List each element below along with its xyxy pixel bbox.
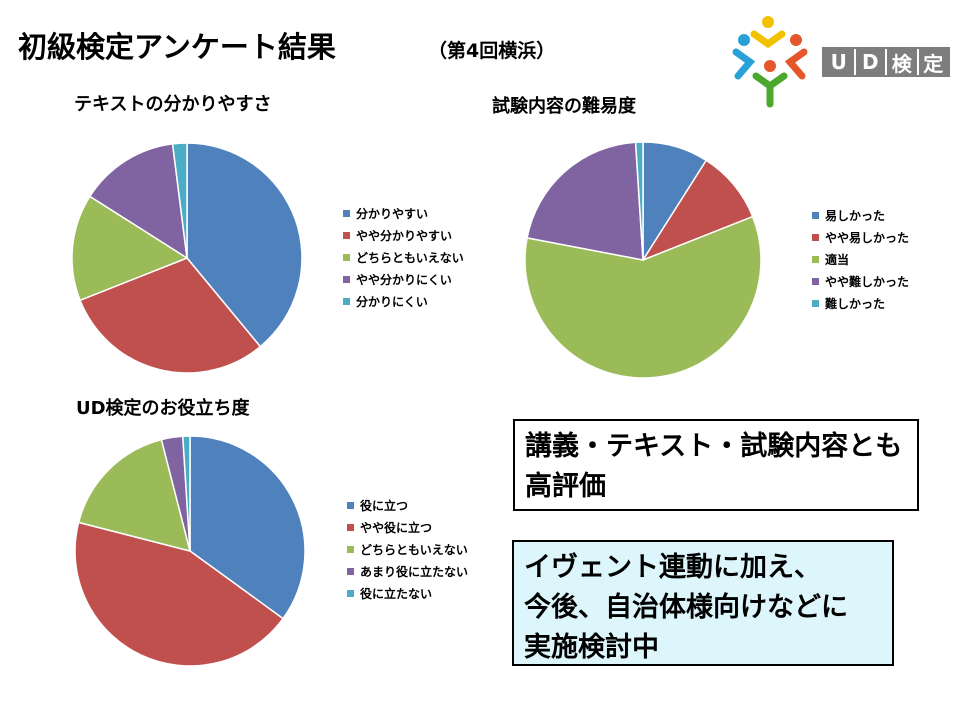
legend-swatch [347, 567, 354, 575]
logo-letter: 定 [923, 51, 944, 76]
logo-letter: U [824, 49, 856, 75]
pie-slice-2 [74, 521, 285, 667]
legend-swatch [343, 231, 350, 239]
plan-line: 今後、自治体様向けなどに [524, 592, 848, 623]
legend-swatch [343, 297, 350, 305]
legend-swatch [812, 211, 819, 219]
page-subtitle: （第4回横浜） [428, 40, 556, 62]
legend-swatch [347, 501, 354, 509]
legend-item: 役に立つ [347, 494, 468, 516]
pie-slice-1 [189, 435, 306, 620]
legend-label: 分かりにくい [356, 294, 428, 309]
legend-label: 易しかった [825, 208, 886, 223]
summary-line: 高評価 [525, 471, 606, 502]
legend-label: やや易しかった [825, 230, 910, 245]
legend-text-clarity: 分かりやすいやや分かりやすい どちらともいえない やや分かりにくい 分かりにくい [343, 202, 464, 312]
pie-slice-4 [526, 141, 644, 261]
legend-label: どちらともいえない [360, 542, 468, 557]
legend-item: 分かりやすい [343, 202, 464, 224]
legend-item: どちらともいえない [347, 538, 468, 560]
legend-swatch [347, 545, 354, 553]
legend-swatch [343, 253, 350, 261]
pie-slice-3 [71, 195, 189, 302]
legend-item: やや易しかった [812, 226, 909, 248]
legend-item: あまり役に立たない [347, 560, 468, 582]
legend-item: 適当 [812, 248, 909, 270]
legend-label: あまり役に立たない [360, 564, 469, 579]
logo-letter: D [856, 49, 887, 75]
legend-swatch [347, 589, 354, 597]
logo-letter: 検 [887, 49, 919, 76]
legend-item: やや難しかった [812, 270, 909, 292]
pie-chart-text-clarity [71, 142, 303, 374]
legend-item: どちらともいえない [343, 246, 464, 268]
legend-swatch [812, 277, 819, 285]
legend-label: やや分かりやすい [356, 228, 453, 243]
legend-label: 分かりやすい [356, 206, 429, 221]
legend-label: 難しかった [825, 296, 886, 311]
legend-label: やや難しかった [825, 274, 910, 289]
legend-item: 役に立たない [347, 582, 468, 604]
logo-wordmark: U D 検 定 [822, 47, 950, 77]
plan-line: イヴェント連動に加え、 [524, 552, 821, 583]
pie-chart-usefulness [74, 435, 306, 667]
chart-title-usefulness: UD検定のお役立ち度 [76, 398, 250, 419]
chart-title-exam-difficulty: 試験内容の難易度 [492, 96, 636, 117]
pie-slice-2 [641, 159, 754, 262]
legend-label: どちらともいえない [356, 250, 464, 265]
pie-slice-5 [171, 142, 188, 259]
legend-swatch [343, 275, 350, 283]
pie-chart-exam-difficulty [524, 141, 762, 379]
pie-slice-3 [524, 215, 762, 379]
pie-slice-2 [79, 257, 262, 374]
legend-item: やや役に立つ [347, 516, 468, 538]
ud-logo-icon [732, 16, 808, 108]
legend-label: 役に立つ [360, 498, 409, 513]
summary-box-evaluation: 講義・テキスト・試験内容とも 高評価 [513, 419, 919, 511]
legend-item: やや分かりやすい [343, 224, 464, 246]
legend-label: 適当 [825, 252, 850, 267]
legend-label: 役に立たない [360, 586, 433, 601]
legend-usefulness: 役に立つやや役に立つどちらともいえない あまり役に立たない 役に立たない [347, 494, 468, 604]
legend-exam-difficulty: 易しかったやや易しかった 適当やや難しかった 難しかった [812, 204, 909, 314]
legend-swatch [812, 233, 819, 241]
summary-box-plans: イヴェント連動に加え、 今後、自治体様向けなどに 実施検討中 [512, 540, 894, 666]
pie-slice-1 [186, 142, 303, 348]
legend-label: やや分かりにくい [356, 272, 452, 287]
pie-slice-4 [88, 143, 188, 260]
legend-swatch [343, 209, 350, 217]
pie-slice-5 [181, 435, 191, 552]
legend-label: やや役に立つ [360, 520, 433, 535]
plan-line: 実施検討中 [524, 632, 659, 663]
legend-swatch [347, 523, 354, 531]
legend-item: やや分かりにくい [343, 268, 464, 290]
page-title: 初級検定アンケート結果 [18, 30, 336, 64]
legend-item: 易しかった [812, 204, 909, 226]
pie-slice-3 [77, 438, 192, 553]
chart-title-text-clarity: テキストの分かりやすさ [74, 94, 272, 115]
logo-figures [732, 16, 808, 108]
legend-item: 分かりにくい [343, 290, 464, 312]
legend-swatch [812, 255, 819, 263]
legend-item: 難しかった [812, 292, 909, 314]
summary-line: 講義・テキスト・試験内容とも [525, 431, 903, 462]
pie-slice-5 [634, 141, 644, 261]
legend-swatch [812, 299, 819, 307]
